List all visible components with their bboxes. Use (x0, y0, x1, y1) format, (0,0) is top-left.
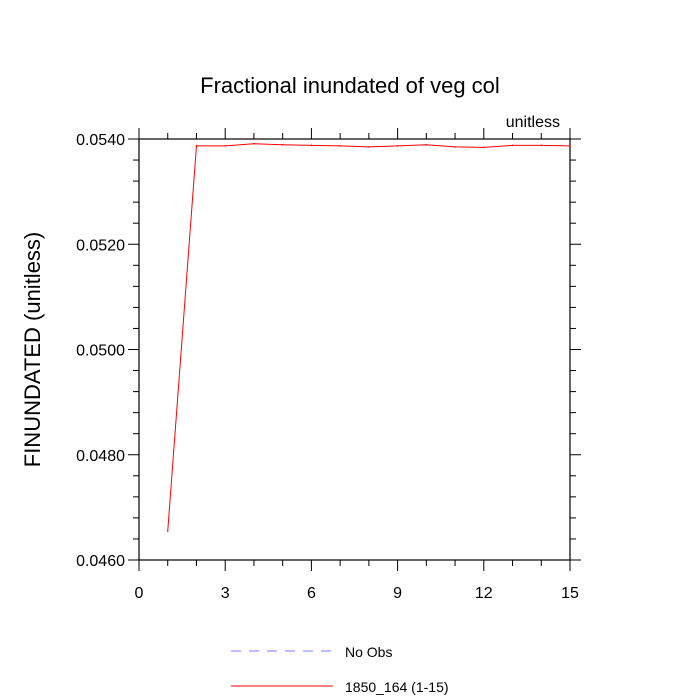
data-point (339, 145, 341, 147)
data-point (540, 144, 543, 147)
data-point (310, 144, 313, 147)
y-tick-label: 0.0500 (76, 343, 125, 360)
legend: No Obs 1850_164 (1-15) (231, 644, 449, 695)
series-line-1 (167, 143, 571, 532)
x-tick-label: 6 (307, 585, 316, 602)
legend-label: 1850_164 (1-15) (345, 679, 449, 695)
data-point (511, 144, 514, 147)
data-point (224, 145, 226, 147)
y-tick-label: 0.0540 (76, 132, 125, 149)
data-point (253, 142, 255, 145)
units-label: unitless (506, 114, 560, 131)
x-tick-label: 3 (221, 585, 230, 602)
y-axis-label: FINUNDATED (unitless) (20, 232, 45, 468)
x-tick-label: 15 (561, 585, 579, 602)
data-point (454, 146, 456, 148)
plot-area (166, 142, 571, 532)
y-tick-label: 0.0520 (76, 237, 125, 254)
data-point (195, 145, 198, 147)
x-tick-label: 12 (475, 585, 493, 602)
chart-title: Fractional inundated of veg col (200, 73, 500, 98)
data-point (281, 143, 284, 146)
data-point (569, 145, 571, 147)
y-axis: 0.0460 0.0480 0.0500 0.0520 0.0540 (76, 132, 581, 570)
data-point (396, 145, 399, 147)
y-tick-label: 0.0460 (76, 553, 125, 570)
x-tick-label: 9 (393, 585, 402, 602)
data-point (166, 530, 169, 532)
x-tick-label: 0 (135, 585, 144, 602)
data-point (425, 143, 428, 146)
plot-frame (138, 138, 571, 561)
data-point (368, 146, 370, 148)
data-point (483, 146, 485, 149)
y-tick-label: 0.0480 (76, 448, 125, 465)
x-axis: 0 3 6 9 12 15 (135, 128, 579, 602)
legend-label: No Obs (345, 644, 392, 660)
